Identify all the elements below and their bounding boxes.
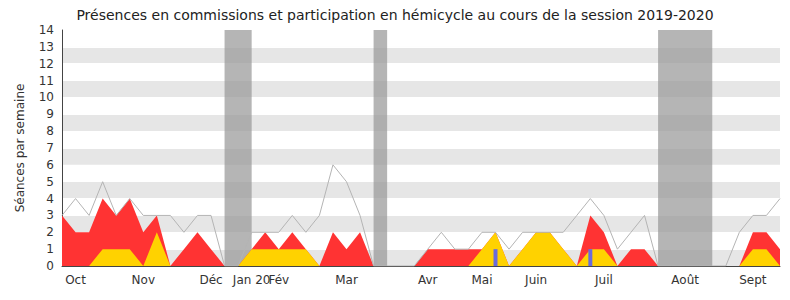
svg-text:11: 11 <box>39 74 54 88</box>
svg-text:3: 3 <box>46 208 54 222</box>
svg-text:Juil: Juil <box>594 273 613 287</box>
svg-text:14: 14 <box>39 23 54 37</box>
svg-text:12: 12 <box>39 57 54 71</box>
svg-text:10: 10 <box>39 90 54 104</box>
svg-text:Présences en commissions et pa: Présences en commissions et participatio… <box>76 7 713 23</box>
svg-text:1: 1 <box>46 242 54 256</box>
svg-text:9: 9 <box>46 107 54 121</box>
svg-text:Juin: Juin <box>524 273 547 287</box>
svg-text:5: 5 <box>46 175 54 189</box>
svg-text:Fév: Fév <box>268 273 289 287</box>
svg-text:Séances par semaine: Séances par semaine <box>13 84 27 213</box>
svg-text:Avr: Avr <box>418 273 438 287</box>
svg-text:Déc: Déc <box>199 273 222 287</box>
svg-text:2: 2 <box>46 225 54 239</box>
svg-text:0: 0 <box>46 259 54 273</box>
svg-text:Août: Août <box>671 273 699 287</box>
svg-text:Oct: Oct <box>65 273 86 287</box>
svg-text:Mar: Mar <box>335 273 358 287</box>
svg-text:Nov: Nov <box>132 273 155 287</box>
svg-text:8: 8 <box>46 124 54 138</box>
svg-text:13: 13 <box>39 40 54 54</box>
svg-text:Jan 20: Jan 20 <box>232 273 271 287</box>
svg-text:Sept: Sept <box>739 273 767 287</box>
svg-text:7: 7 <box>46 141 54 155</box>
svg-text:6: 6 <box>46 158 54 172</box>
svg-text:4: 4 <box>46 192 54 206</box>
svg-text:Mai: Mai <box>471 273 492 287</box>
